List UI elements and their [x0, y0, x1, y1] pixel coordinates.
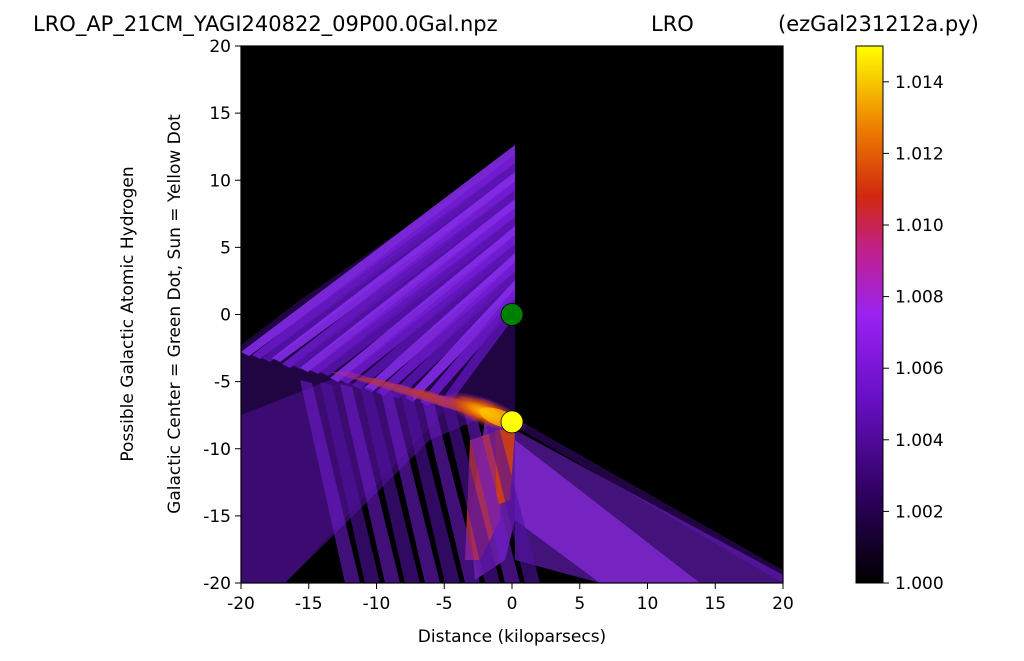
galactic-center-marker [500, 303, 524, 326]
colorbar-tick-label: 1.002 [895, 502, 944, 522]
spiral-arm-streak [390, 271, 515, 399]
downward-arm-streak [400, 390, 460, 583]
colorbar-tick-label: 1.004 [895, 431, 944, 451]
sun-marker [500, 410, 524, 434]
spiral-arm-streak [300, 199, 515, 372]
spiral-arm-streak [420, 289, 515, 406]
spiral-arm-streak [320, 217, 515, 376]
spiral-arm-streak [241, 145, 515, 356]
y-tick-label: -10 [203, 440, 231, 460]
downward-arm-streak [420, 392, 480, 583]
y-tick-label: -20 [203, 574, 231, 594]
downward-arm-streak [300, 380, 360, 583]
spiral-arm-streak [364, 253, 515, 392]
spiral-arm-streak [310, 208, 515, 374]
y-axis-label-line2: Galactic Center = Green Dot, Sun = Yello… [165, 114, 185, 514]
x-tick-label: 0 [507, 594, 518, 614]
spiral-arm-streak [376, 262, 515, 396]
y-tick-label: -15 [203, 507, 231, 527]
spiral-arm-streak [262, 163, 515, 362]
y-tick-label: 15 [209, 104, 231, 124]
spiral-arm-streak [330, 226, 515, 382]
spiral-arm-streak [282, 181, 515, 368]
spiral-arm-streak [252, 154, 515, 359]
colorbar [855, 45, 884, 584]
downward-arm-streak [440, 394, 500, 583]
x-tick-label: 5 [574, 594, 585, 614]
downward-arm-streak [320, 382, 380, 583]
x-tick-label: 10 [637, 594, 659, 614]
colorbar-tick-label: 1.012 [895, 144, 944, 164]
script-name-title: (ezGal231212a.py) [778, 12, 979, 36]
y-tick-label: 20 [209, 37, 231, 57]
colorbar-tick-label: 1.008 [895, 288, 944, 308]
downward-arm-streak [360, 386, 420, 583]
y-axis-ticks: -20 -15 -10 -5 0 5 10 15 20 [203, 37, 241, 594]
spiral-arm-streak [340, 235, 515, 384]
x-tick-label: -20 [227, 594, 255, 614]
chart-markers [500, 303, 524, 434]
observatory-title: LRO [651, 12, 694, 36]
downward-arm-streak [340, 384, 400, 583]
colorbar-tick-label: 1.000 [895, 574, 944, 594]
spiral-arm-streaks [241, 145, 540, 583]
y-tick-label: -5 [214, 373, 231, 393]
y-tick-label: 5 [220, 238, 231, 258]
hydrogen-density-map [241, 46, 783, 583]
spiral-arm-streak [352, 244, 515, 389]
x-axis-label: Distance (kiloparsecs) [418, 627, 606, 647]
x-tick-label: -15 [295, 594, 323, 614]
x-tick-label: -10 [363, 594, 391, 614]
downward-arm-streak [460, 396, 520, 583]
x-tick-label: 15 [704, 594, 726, 614]
downward-arm-streak [380, 388, 440, 583]
x-axis-ticks: -20 -15 -10 -5 0 5 10 15 20 [227, 583, 794, 614]
colorbar-tick-label: 1.010 [895, 216, 944, 236]
y-tick-label: 0 [220, 306, 231, 326]
spiral-arm-streak [272, 172, 515, 362]
colorbar-tick-label: 1.006 [895, 359, 944, 379]
spiral-arm-streak [405, 280, 515, 402]
downward-arm-streak [480, 398, 540, 583]
colorbar-tick-label: 1.014 [895, 73, 944, 93]
x-tick-label: 20 [772, 594, 794, 614]
spiral-arm-streak [292, 190, 515, 369]
file-name-title: LRO_AP_21CM_YAGI240822_09P00.0Gal.npz [33, 12, 498, 36]
colorbar-ticks: 1.000 1.002 1.004 1.006 1.008 1.010 1.012 1.014 [883, 73, 944, 594]
y-axis-label-line1: Possible Galactic Atomic Hydrogen [118, 166, 138, 461]
y-tick-label: 10 [209, 171, 231, 191]
spiral-arm-streak [438, 298, 515, 409]
x-tick-label: -5 [436, 594, 453, 614]
